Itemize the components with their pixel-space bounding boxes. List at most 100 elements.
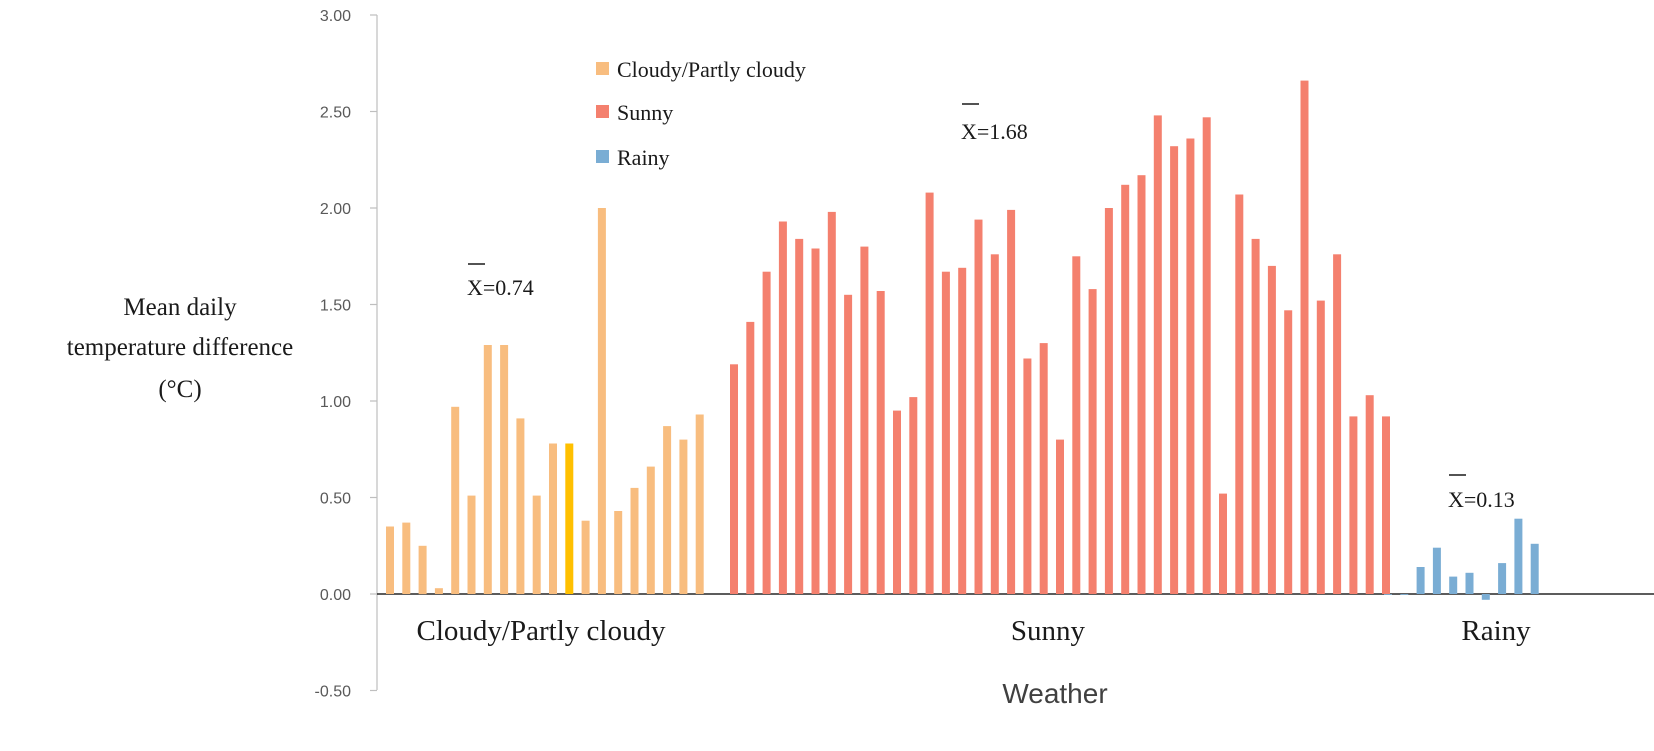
bar-sunny <box>909 397 918 594</box>
bar-cloudy <box>434 588 443 594</box>
mean-label-cloudy: X=0.74 <box>467 275 534 300</box>
legend-label-sunny: Sunny <box>617 100 673 125</box>
bar-sunny <box>1284 310 1293 594</box>
category-label-cloudy: Cloudy/Partly cloudy <box>417 615 666 647</box>
bar-cloudy <box>402 522 411 594</box>
bar-sunny <box>762 271 771 594</box>
bar-sunny <box>1039 343 1048 594</box>
bar-sunny <box>1121 184 1130 595</box>
bar-sunny <box>1235 194 1244 594</box>
bar-cloudy <box>695 414 704 594</box>
bar-sunny <box>958 267 967 594</box>
bar-sunny <box>1365 395 1374 594</box>
bar-sunny <box>1300 80 1309 595</box>
bar-sunny <box>778 221 787 594</box>
bar-sunny <box>1056 439 1064 594</box>
bar-sunny <box>1382 416 1390 594</box>
bar-sunny <box>1153 115 1162 595</box>
y-axis-title-line-2: temperature difference <box>67 334 293 361</box>
bars <box>386 80 1539 600</box>
category-label-sunny: Sunny <box>1011 615 1086 647</box>
bar-cloudy <box>614 511 623 594</box>
category-labels: Cloudy/Partly cloudy Sunny Rainy <box>417 615 1532 647</box>
bar-sunny <box>1202 117 1211 595</box>
y-tick-label: 0.50 <box>320 491 351 508</box>
bar-sunny <box>990 254 999 595</box>
bar-cloudy <box>483 345 492 594</box>
y-tick-label: -0.50 <box>315 684 352 701</box>
bar-cloudy <box>646 466 655 594</box>
bar-cloudy <box>581 520 590 594</box>
mean-annotations: X=0.74 X=1.68 X=0.13 <box>467 103 1515 512</box>
y-tick-label: 2.50 <box>320 105 351 122</box>
bar-sunny <box>746 321 755 594</box>
bar-sunny <box>827 211 836 594</box>
bar-sunny <box>941 271 950 594</box>
bar-cloudy <box>500 345 509 594</box>
bar-sunny <box>730 364 738 594</box>
bar-sunny <box>1251 238 1260 594</box>
bar-cloudy <box>467 495 476 594</box>
bar-rainy <box>1498 563 1507 594</box>
bar-cloudy <box>516 418 525 594</box>
bar-sunny <box>893 410 901 594</box>
bar-sunny <box>1072 256 1081 595</box>
bar-sunny <box>1007 209 1016 594</box>
bar-cloudy <box>679 439 688 594</box>
bar-sunny <box>1333 254 1342 595</box>
bar-cloudy <box>532 495 541 594</box>
y-axis-title-line-1: Mean daily <box>123 294 237 321</box>
legend-swatch-sunny <box>596 105 609 118</box>
y-tick-label: 2.00 <box>320 201 351 218</box>
legend-label-cloudy: Cloudy/Partly cloudy <box>617 57 806 82</box>
bar-sunny <box>811 248 820 594</box>
bar-cloudy <box>597 208 606 594</box>
bar-sunny <box>860 246 869 594</box>
bar-sunny <box>1349 416 1358 594</box>
bar-cloudy <box>451 406 460 594</box>
y-tick-label: 1.50 <box>320 298 351 315</box>
category-label-rainy: Rainy <box>1461 615 1531 647</box>
bar-cloudy <box>565 443 574 594</box>
bar-rainy <box>1400 594 1409 595</box>
bar-rainy <box>1530 543 1539 594</box>
legend-label-rainy: Rainy <box>617 145 670 170</box>
bar-sunny <box>1186 138 1195 594</box>
bar-cloudy <box>663 426 672 594</box>
legend-swatch-rainy <box>596 150 609 163</box>
legend-swatch-cloudy <box>596 62 609 75</box>
bar-sunny <box>974 219 983 594</box>
bar-sunny <box>876 291 885 594</box>
bar-cloudy <box>549 443 557 594</box>
bar-sunny <box>925 192 934 594</box>
mean-label-rainy: X=0.13 <box>1448 487 1515 512</box>
mean-label-sunny: X=1.68 <box>961 119 1028 144</box>
bar-rainy <box>1449 576 1458 594</box>
y-tick-label: 1.00 <box>320 394 351 411</box>
bar-sunny <box>795 238 804 594</box>
legend: Cloudy/Partly cloudy Sunny Rainy <box>596 57 806 170</box>
bar-rainy <box>1514 518 1523 594</box>
bar-sunny <box>1316 300 1325 594</box>
bar-rainy <box>1465 572 1474 594</box>
bar-sunny <box>1104 208 1113 594</box>
bar-sunny <box>1219 493 1227 594</box>
y-tick-label: 3.00 <box>320 8 351 25</box>
bar-cloudy <box>386 526 394 594</box>
bar-sunny <box>1023 358 1032 594</box>
y-axis-title: Mean daily temperature difference (°C) <box>67 294 293 403</box>
bar-sunny <box>1088 289 1097 594</box>
bar-cloudy <box>418 545 427 595</box>
bar-rainy <box>1432 547 1441 594</box>
bar-sunny <box>1267 265 1276 594</box>
y-tick-label: 0.00 <box>320 587 351 604</box>
bar-rainy <box>1384 594 1392 595</box>
bar-cloudy <box>630 487 639 595</box>
bar-rainy <box>1416 567 1425 594</box>
bar-sunny <box>844 294 853 594</box>
axes: 3.00 2.50 2.00 1.50 1.00 0.50 0.00 -0.50 <box>315 8 1654 701</box>
bar-sunny <box>1137 175 1146 594</box>
x-axis-title: Weather <box>1002 678 1107 709</box>
y-axis-title-line-3: (°C) <box>158 376 201 403</box>
